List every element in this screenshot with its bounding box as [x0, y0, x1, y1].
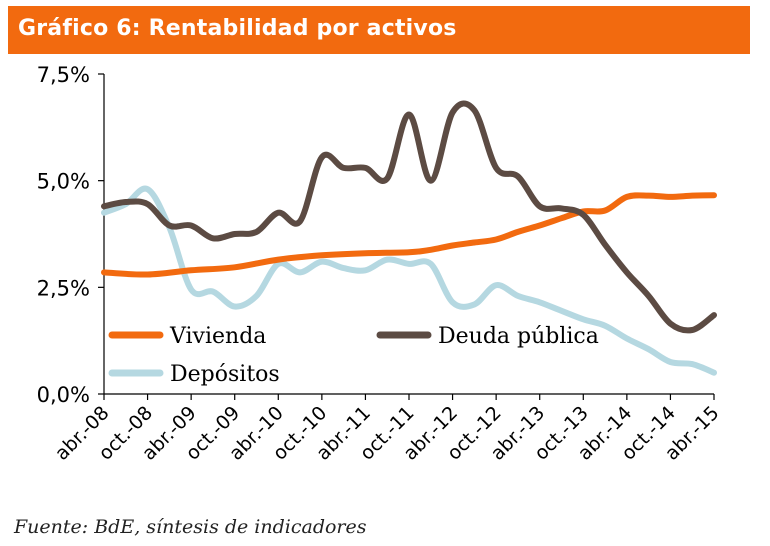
chart-title-bar: Gráfico 6: Rentabilidad por activos — [8, 6, 750, 54]
series-line-vivienda — [101, 192, 717, 278]
chart-title: Gráfico 6: Rentabilidad por activos — [18, 16, 457, 41]
y-tick-label: 2,5% — [37, 276, 90, 300]
series-line-depositos — [101, 185, 717, 376]
y-tick-label: 0,0% — [37, 383, 90, 407]
legend-deuda-publica-label: Deuda pública — [438, 324, 599, 349]
source-note: Fuente: BdE, síntesis de indicadores — [14, 516, 367, 538]
y-tick-label: 5,0% — [37, 170, 90, 194]
y-tick-label: 7,5% — [37, 63, 90, 87]
series-line-deuda-publica — [101, 100, 717, 334]
legend-vivienda-label: Vivienda — [169, 324, 266, 349]
legend-depositos-label: Depósitos — [170, 362, 280, 387]
